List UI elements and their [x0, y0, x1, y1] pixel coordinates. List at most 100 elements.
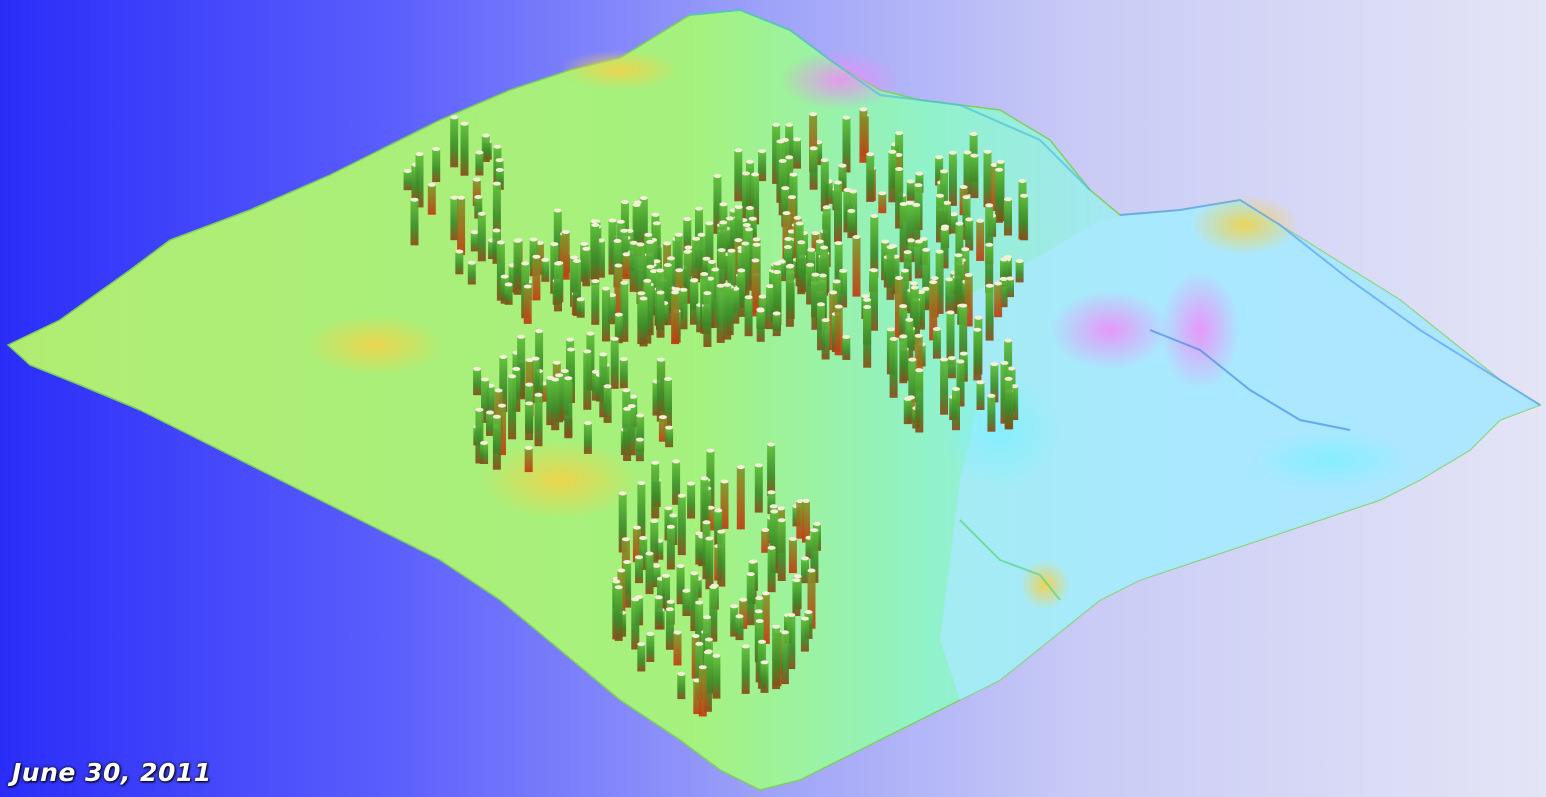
pillar-cap [768, 546, 776, 550]
pillar-cap [866, 152, 874, 156]
pillar-cap [700, 272, 708, 276]
pillar-cap [730, 604, 738, 608]
pillar-cap [480, 441, 488, 445]
pillar-cap [677, 672, 685, 676]
pillar-cap [657, 358, 665, 362]
pillar [615, 587, 623, 641]
pillar-cap [755, 609, 763, 613]
pillar [486, 412, 494, 436]
pillar-cap [713, 174, 721, 178]
pillar-cap [473, 367, 481, 371]
pillar-cap [1001, 361, 1009, 365]
hill-magenta-top [780, 50, 900, 110]
pillar [524, 287, 532, 324]
pillar [564, 378, 572, 438]
pillar-cap [990, 362, 998, 366]
pillar-cap [496, 168, 504, 172]
pillar-cap [570, 256, 578, 260]
pillar-cap [646, 632, 654, 636]
pillar [987, 396, 995, 432]
pillar-cap [651, 461, 659, 465]
pillar-cap [796, 222, 804, 226]
pillar [620, 359, 628, 388]
pillar-cap [706, 449, 714, 453]
pillar-cap [948, 356, 956, 360]
pillar-cap [751, 172, 759, 176]
pillar-cap [702, 257, 710, 261]
pillar-cap [833, 279, 841, 283]
pillar-cap [801, 617, 809, 621]
pillar [933, 329, 941, 359]
pillar-cap [714, 508, 722, 512]
pillar-cap [742, 644, 750, 648]
pillar-cap [622, 537, 630, 541]
pillar-cap [955, 253, 963, 257]
pillar-cap [863, 305, 871, 309]
pillar-cap [411, 198, 419, 202]
pillar-cap [762, 591, 770, 595]
pillar-cap [770, 504, 778, 508]
pillar-cap [498, 404, 506, 408]
pillar-cap [745, 295, 753, 299]
pillar [757, 311, 765, 342]
pillar [604, 386, 612, 423]
pillar-cap [728, 249, 736, 253]
pillar [976, 221, 984, 261]
pillar-cap [1016, 259, 1024, 263]
pillar-cap [904, 397, 912, 401]
pillar-cap [496, 158, 504, 162]
pillar-cap [493, 229, 501, 233]
pillar-cap [788, 195, 796, 199]
pillar-cap [535, 393, 543, 397]
pillar [665, 428, 673, 448]
pillar-cap [416, 152, 424, 156]
pillar-cap [726, 216, 734, 220]
pillar-cap [986, 284, 994, 288]
pillar-cap [615, 585, 623, 589]
pillar-cap [639, 536, 647, 540]
pillar-cap [623, 407, 631, 411]
pillar-cap [493, 182, 501, 186]
pillar [835, 307, 843, 356]
pillar-cap [481, 378, 489, 382]
pillar [717, 532, 725, 587]
pillar [986, 286, 994, 341]
pillar-cap [961, 247, 969, 251]
pillar-cap [816, 239, 824, 243]
pillar [945, 279, 953, 311]
pillar-cap [663, 241, 671, 245]
pillar-cap [630, 241, 638, 245]
pillar-cap [905, 318, 913, 322]
pillar-cap [767, 490, 775, 494]
pillar-cap [482, 134, 490, 138]
pillar-cap [931, 276, 939, 280]
pillar-cap [450, 115, 458, 119]
pillar-cap [755, 463, 763, 467]
pillar-cap [820, 246, 828, 250]
pillar-cap [887, 327, 895, 331]
pillar-cap [955, 222, 963, 226]
pillar [866, 154, 874, 202]
pillar-cap [629, 395, 637, 399]
pillar-cap [949, 151, 957, 155]
pillar-cap [943, 201, 951, 205]
pillar-cap [810, 528, 818, 532]
pillar-cap [859, 107, 867, 111]
pillar-cap [586, 332, 594, 336]
pillar-cap [573, 259, 581, 263]
pillar-cap [620, 357, 628, 361]
pillar-cap [890, 337, 898, 341]
pillar-cap [797, 240, 805, 244]
pillar-cap [757, 309, 765, 313]
pillar-cap [535, 329, 543, 333]
pillar-cap [952, 387, 960, 391]
pillar-cap [823, 205, 831, 209]
pillar [514, 241, 522, 295]
pillar-cap [525, 383, 533, 387]
pillar-cap [910, 281, 918, 285]
pillar [455, 252, 463, 275]
pillar-cap [667, 256, 675, 260]
pillar [761, 662, 769, 693]
pillar-cap [678, 494, 686, 498]
pillar [432, 149, 440, 182]
